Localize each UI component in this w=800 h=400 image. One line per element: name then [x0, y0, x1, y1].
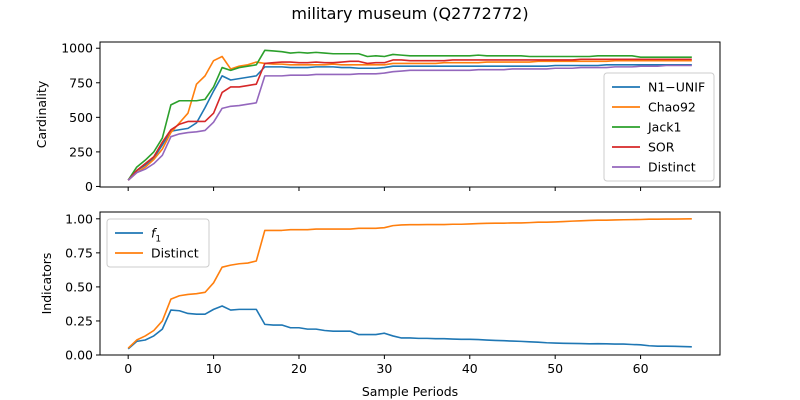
- cardinality-y-tick-label: 0: [85, 179, 93, 194]
- chart-title: military museum (Q2772772): [291, 4, 528, 23]
- indicators-y-tick-label: 1.00: [65, 211, 93, 226]
- x-tick-label: 40: [462, 361, 478, 376]
- cardinality-legend-frame: [603, 72, 715, 182]
- cardinality-legend-label-sor: SOR: [648, 140, 675, 155]
- indicators-series-distinct-line: [127, 218, 692, 349]
- cardinality-y-tick-label: 750: [69, 75, 93, 90]
- cardinality-series-chao92-line: [127, 55, 692, 181]
- cardinality-y-tick-label: 500: [69, 110, 93, 125]
- x-tick-label: 30: [376, 361, 392, 376]
- indicators-y-axis-label: Indicators: [39, 253, 54, 315]
- cardinality-series-distinct-line: [127, 64, 692, 181]
- indicators-y-tick-label: 0.75: [65, 245, 93, 260]
- cardinality-y-tick-label: 250: [69, 144, 93, 159]
- x-tick-label: 0: [124, 361, 132, 376]
- cardinality-legend-label-jack1: Jack1: [647, 120, 681, 135]
- indicators-legend-label-f1: f1: [151, 226, 161, 245]
- cardinality-panel: 0 250 500 750 1000 Cardinality N1−UNIF Chao92 Ja…: [34, 41, 721, 194]
- indicators-y-tick-label: 0.25: [65, 313, 93, 328]
- indicators-axes-frame: [99, 211, 721, 356]
- cardinality-series-sor-line: [127, 58, 692, 181]
- indicators-legend-frame: [106, 218, 210, 268]
- x-tick-label: 20: [291, 361, 307, 376]
- indicators-y-tick-label: 0.00: [65, 348, 93, 363]
- x-tick-label: 60: [633, 361, 649, 376]
- cardinality-legend-label-chao92: Chao92: [648, 100, 696, 115]
- indicators-y-tick-label: 0.50: [65, 279, 93, 294]
- cardinality-legend: N1−UNIF Chao92 Jack1 SOR Distinct: [603, 72, 715, 182]
- cardinality-legend-label-n1-unif: N1−UNIF: [648, 80, 705, 95]
- cardinality-legend-label-distinct: Distinct: [648, 160, 696, 175]
- cardinality-y-tick-label: 1000: [61, 41, 93, 56]
- x-axis-label: Sample Periods: [362, 384, 458, 399]
- x-tick-label: 50: [547, 361, 563, 376]
- cardinality-axes-frame: [99, 41, 721, 188]
- indicators-series-f1-line: [127, 305, 692, 350]
- indicators-panel: 0.00 0.25 0.50 0.75 1.00 0 10 20 30 40 50 60 Indicat…: [39, 211, 721, 376]
- indicators-legend-label-distinct: Distinct: [151, 246, 199, 261]
- cardinality-series-n1-unif-line: [127, 64, 692, 181]
- cardinality-series-jack1-line: [127, 49, 692, 181]
- x-tick-label: 10: [206, 361, 222, 376]
- cardinality-y-axis-label: Cardinality: [34, 80, 49, 148]
